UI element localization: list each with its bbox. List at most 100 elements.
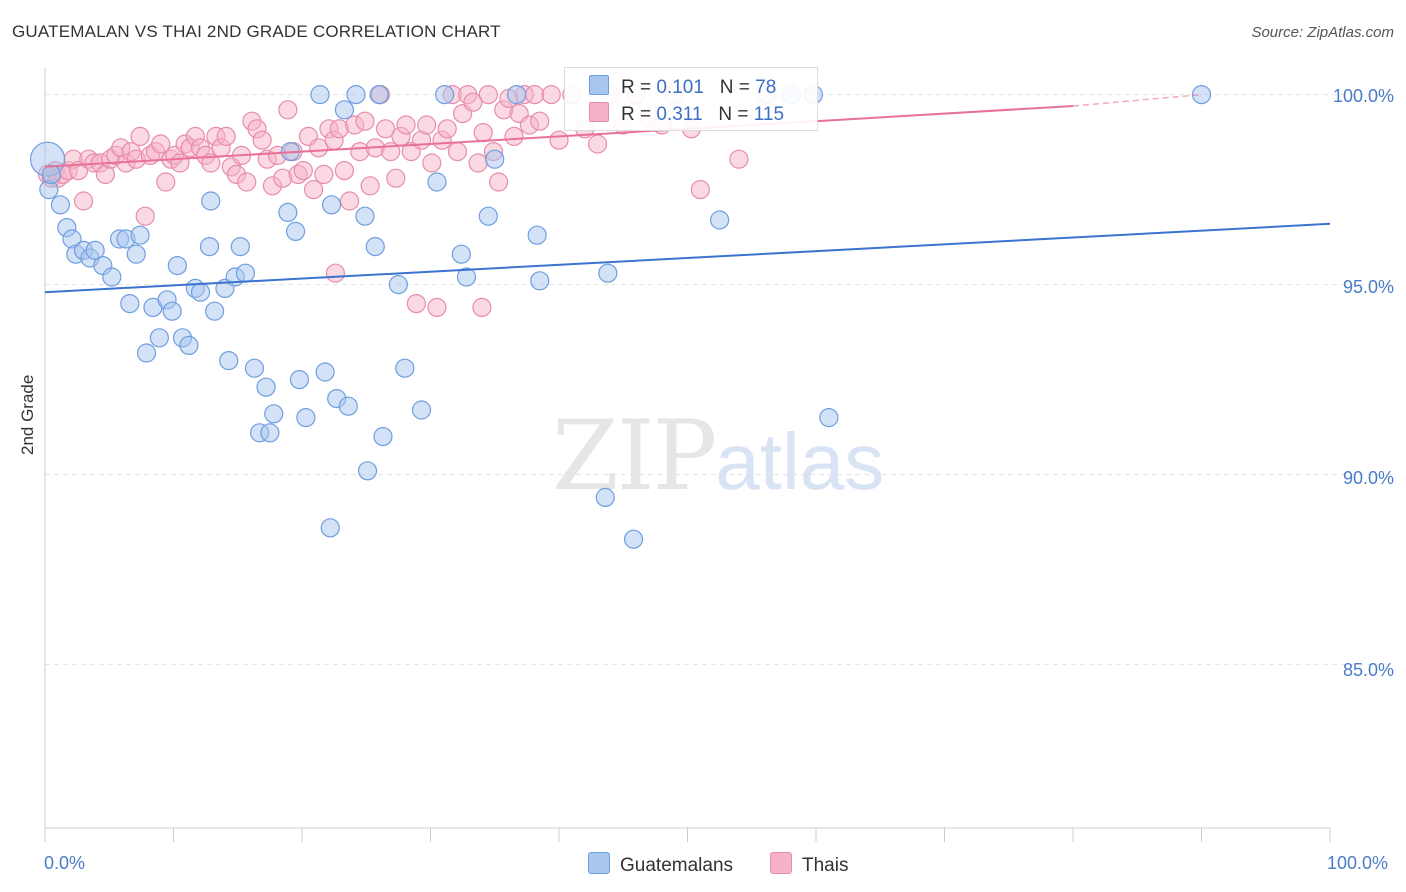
thai-point <box>130 126 150 146</box>
guatemalan-point <box>369 84 389 105</box>
guatemalan-point <box>126 244 146 264</box>
guatemalan-point <box>285 221 306 241</box>
guatemalan-point <box>85 240 105 260</box>
guatemalan-point <box>411 400 432 420</box>
guatemalan-point <box>256 377 276 397</box>
guatemalan-point <box>289 370 310 390</box>
thai-point <box>504 126 524 146</box>
guatemalan-point <box>530 271 550 291</box>
guatemalan-point <box>710 210 730 230</box>
thai-point <box>396 115 416 135</box>
thai-point <box>478 84 498 105</box>
guatemalan-point <box>506 84 527 105</box>
guatemalan-point <box>346 84 366 105</box>
thai-point <box>360 176 380 196</box>
legend-item-guatemalans[interactable]: Guatemalans <box>588 852 733 877</box>
legend-swatch <box>770 852 792 874</box>
thai-point <box>447 142 468 162</box>
legend-item-thais[interactable]: Thais <box>770 852 848 877</box>
guatemalan-point <box>388 275 408 295</box>
legend-label: Thais <box>802 855 849 876</box>
thai-point <box>530 111 550 131</box>
thai-point <box>489 172 509 192</box>
watermark-zip: ZIP <box>552 400 717 512</box>
guatemalan-point <box>427 172 447 192</box>
thai-point <box>73 191 94 211</box>
legend-swatch <box>589 102 609 122</box>
thai-point <box>309 138 329 158</box>
thai-point <box>422 153 442 173</box>
x-tick-label: 0.0% <box>44 853 86 873</box>
guatemalan-point <box>527 225 547 245</box>
thai-point <box>278 100 298 120</box>
guatemalan-point <box>395 358 415 378</box>
guatemalan-point <box>321 195 342 215</box>
thai-point <box>427 297 447 317</box>
thai-point <box>355 111 375 131</box>
thai-point <box>334 161 355 181</box>
thai-point <box>303 180 324 200</box>
thai-trend-line <box>44 105 1074 168</box>
thai-point <box>541 84 561 105</box>
guatemalan-point <box>296 408 316 428</box>
guatemalan-point <box>623 529 644 549</box>
guatemalan-point <box>264 404 284 424</box>
thai-point <box>135 206 155 226</box>
thai-point <box>293 161 313 181</box>
thai-point <box>729 149 749 169</box>
thai-point <box>201 153 221 173</box>
n-value: 78 <box>755 77 777 98</box>
guatemalan-point <box>598 263 618 283</box>
thai-point <box>549 130 569 150</box>
thai-point <box>216 126 236 146</box>
guatemalan-point <box>162 301 182 321</box>
thai-point <box>325 263 346 283</box>
guatemalan-point <box>485 149 505 169</box>
y-tick-label: 95.0% <box>1342 277 1394 297</box>
guatemalan-point <box>235 263 256 283</box>
x-tick-label: 100.0% <box>1327 853 1389 873</box>
guatemalan-point <box>205 301 225 321</box>
guatemalan-point <box>120 294 140 314</box>
guatemalan-point <box>365 237 385 257</box>
r-value: 0.101 <box>656 77 704 98</box>
thai-trend-extension <box>1072 93 1202 107</box>
r-label: R = <box>621 104 652 125</box>
zipatlas-watermark: ZIPatlas <box>552 400 884 512</box>
y-tick-label: 85.0% <box>1342 660 1394 680</box>
thai-point <box>468 153 488 173</box>
n-label: N = <box>718 104 749 125</box>
guatemalan-point <box>230 237 250 257</box>
guatemalan-point <box>260 423 280 443</box>
guatemalan-point <box>451 244 471 264</box>
thai-point <box>587 134 608 154</box>
thai-point <box>151 134 171 154</box>
thai-point <box>339 191 360 211</box>
guatemalan-point <box>310 84 330 105</box>
r-value: 0.311 <box>656 104 703 125</box>
thai-point <box>473 123 493 143</box>
guatemalan-point <box>130 225 150 245</box>
thai-point <box>252 130 272 150</box>
guatemalan-point <box>320 518 340 538</box>
guatemalan-point <box>355 206 375 226</box>
thai-point <box>237 172 257 192</box>
thai-point <box>472 297 492 317</box>
guatemalan-point <box>819 408 839 428</box>
guatemalan-point <box>244 358 265 378</box>
guatemalan-point <box>338 396 358 416</box>
y-axis-label: 2nd Grade <box>18 374 37 455</box>
guatemalan-point <box>136 343 157 363</box>
legend-label: Guatemalans <box>620 855 734 876</box>
legend-swatch <box>589 75 609 95</box>
legend-row-guatemalans: R = 0.101 N = 78 <box>589 75 776 101</box>
guatemalan-point <box>179 335 199 355</box>
n-label: N = <box>719 77 750 98</box>
guatemalan-point <box>1191 84 1212 105</box>
r-label: R = <box>621 77 652 98</box>
guatemalan-point <box>478 206 498 226</box>
guatemalan-point <box>50 195 71 215</box>
guatemalan-point <box>190 282 211 302</box>
guatemalan-trend-line <box>44 222 1331 294</box>
y-tick-label: 90.0% <box>1342 468 1394 488</box>
